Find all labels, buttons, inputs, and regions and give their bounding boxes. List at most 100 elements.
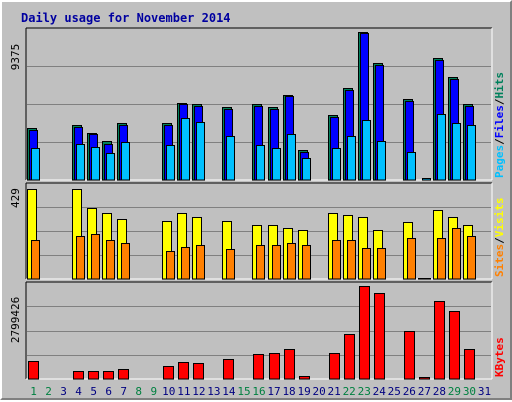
bar-kbytes-day-22 <box>344 334 355 380</box>
bar-kbytes-day-12 <box>193 363 204 380</box>
legend-entry: Hits <box>493 72 506 99</box>
bar-sites-day-28 <box>437 238 446 280</box>
day-label-6: 6 <box>105 385 112 398</box>
day-label-4: 4 <box>75 385 82 398</box>
bar-sites-day-6 <box>106 240 115 280</box>
bar-kbytes-day-10 <box>163 366 174 380</box>
day-label-17: 17 <box>267 385 280 398</box>
legend-entry: Files <box>493 105 506 138</box>
chart-title: Daily usage for November 2014 <box>21 11 231 25</box>
day-label-25: 25 <box>388 385 401 398</box>
bar-pages-day-14 <box>226 136 235 181</box>
bar-sites-day-30 <box>467 236 476 280</box>
bar-pages-day-23 <box>362 120 371 181</box>
legend-entry: / <box>493 237 506 244</box>
bar-kbytes-day-1 <box>28 361 39 380</box>
day-label-16: 16 <box>252 385 265 398</box>
bar-pages-day-4 <box>76 144 85 181</box>
day-label-1: 1 <box>30 385 37 398</box>
bar-kbytes-day-7 <box>118 369 129 380</box>
bar-kbytes-day-19 <box>299 376 310 380</box>
bar-sites-day-10 <box>166 251 175 280</box>
bar-kbytes-day-14 <box>223 359 234 380</box>
day-label-31: 31 <box>478 385 491 398</box>
day-label-19: 19 <box>297 385 310 398</box>
series-kbytes <box>28 286 475 380</box>
day-label-12: 12 <box>192 385 205 398</box>
day-label-28: 28 <box>433 385 446 398</box>
bar-sites-day-23 <box>362 248 371 280</box>
bar-pages-day-12 <box>196 122 205 181</box>
bar-sites-day-1 <box>31 240 40 280</box>
legend-entry: Pages <box>493 145 506 178</box>
day-label-11: 11 <box>177 385 190 398</box>
legend-entry: / <box>493 98 506 105</box>
bar-pages-day-26 <box>407 152 416 181</box>
day-label-7: 7 <box>120 385 127 398</box>
panel-max-label: 429 <box>9 188 22 208</box>
day-label-15: 15 <box>237 385 250 398</box>
series-pages <box>31 114 476 181</box>
bar-pages-day-7 <box>121 142 130 181</box>
bar-pages-day-6 <box>106 153 115 181</box>
series-sites <box>31 228 476 280</box>
bar-pages-day-18 <box>287 134 296 181</box>
legend-entry: KBytes <box>493 337 506 377</box>
legend-entry: / <box>493 138 506 145</box>
bar-kbytes-day-6 <box>103 371 114 380</box>
day-label-10: 10 <box>162 385 175 398</box>
bar-kbytes-day-21 <box>329 353 340 380</box>
bar-kbytes-day-27 <box>419 377 430 380</box>
bar-sites-day-24 <box>377 248 386 280</box>
bar-sites-day-18 <box>287 243 296 280</box>
day-label-21: 21 <box>328 385 341 398</box>
bar-kbytes-day-30 <box>464 349 475 380</box>
bar-pages-day-10 <box>166 145 175 181</box>
bar-pages-day-29 <box>452 123 461 181</box>
panel-legend: Sites/Visits <box>493 198 506 278</box>
bar-pages-day-22 <box>347 136 356 181</box>
panel-visits-sites: 429 Sites/Visits <box>9 182 506 280</box>
bar-sites-day-14 <box>226 249 235 280</box>
bar-sites-day-29 <box>452 228 461 280</box>
day-axis: 1 2 3 4 5 6 7 8 9 10 11 12 13 14 15 16 17 18 19 20 21 22 23 24 2… <box>30 385 491 398</box>
bar-sites-day-22 <box>347 240 356 280</box>
day-label-14: 14 <box>222 385 236 398</box>
day-label-27: 27 <box>418 385 431 398</box>
panel-legend: KBytes <box>493 337 506 377</box>
day-label-9: 9 <box>150 385 157 398</box>
day-label-2: 2 <box>45 385 52 398</box>
day-label-20: 20 <box>313 385 326 398</box>
bar-pages-day-27 <box>422 178 431 181</box>
panel-kbytes: 2799426 KBytes <box>9 281 506 380</box>
bar-kbytes-day-4 <box>73 371 84 380</box>
day-label-3: 3 <box>60 385 67 398</box>
bar-sites-day-11 <box>181 247 190 280</box>
bar-sites-day-27 <box>422 278 431 280</box>
day-label-8: 8 <box>135 385 142 398</box>
bar-sites-day-17 <box>272 245 281 280</box>
bar-kbytes-day-16 <box>253 354 264 380</box>
bar-pages-day-17 <box>272 148 281 181</box>
bar-sites-day-21 <box>332 240 341 280</box>
bar-sites-day-26 <box>407 238 416 280</box>
day-label-5: 5 <box>90 385 97 398</box>
bar-kbytes-day-11 <box>178 362 189 380</box>
bar-pages-day-19 <box>302 158 311 181</box>
day-label-22: 22 <box>343 385 356 398</box>
legend-entry: Sites <box>493 244 506 277</box>
bar-sites-day-12 <box>196 245 205 280</box>
bar-kbytes-day-26 <box>404 331 415 380</box>
bar-kbytes-day-5 <box>88 371 99 380</box>
bar-pages-day-16 <box>256 145 265 181</box>
day-label-26: 26 <box>403 385 416 398</box>
bar-pages-day-21 <box>332 148 341 181</box>
bar-sites-day-4 <box>76 236 85 280</box>
bar-kbytes-day-24 <box>374 293 385 380</box>
bar-pages-day-30 <box>467 125 476 181</box>
day-label-18: 18 <box>282 385 295 398</box>
bar-kbytes-day-23 <box>359 286 370 380</box>
panel-max-label: 2799426 <box>9 297 22 343</box>
